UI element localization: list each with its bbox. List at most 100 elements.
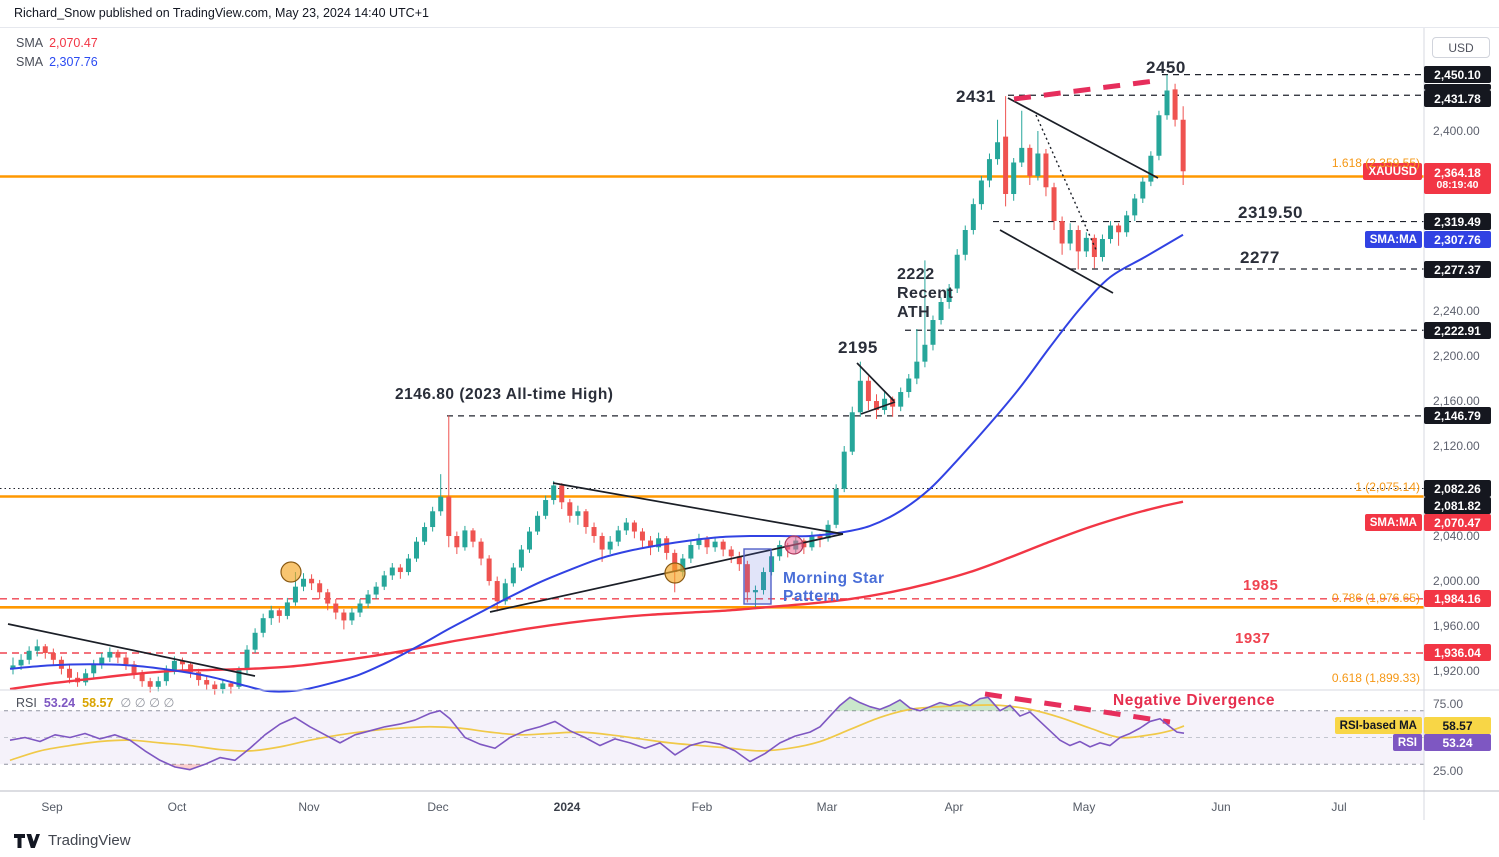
candle-up [575, 511, 581, 516]
divergence-dashed-line-price[interactable] [1013, 77, 1163, 102]
candle-up [1132, 198, 1138, 216]
candle-down [704, 538, 710, 548]
rsi-label: RSI [16, 696, 37, 710]
morning-star-highlight-box[interactable] [743, 548, 772, 605]
pink-circle-marker[interactable] [784, 535, 804, 555]
candle-up [535, 515, 541, 532]
orange-circle-marker[interactable] [664, 562, 686, 584]
candle-up [91, 664, 97, 674]
candle-down [664, 538, 670, 553]
tradingview-logo-icon[interactable] [14, 833, 40, 849]
candle-up [1019, 147, 1025, 163]
candle-up [510, 567, 516, 584]
time-axis-label-apr: Apr [944, 800, 964, 814]
candle-up [155, 681, 161, 687]
candle-up [34, 646, 40, 651]
text-annotation[interactable]: Morning Star Pattern [783, 570, 885, 606]
rsi-ma-value: 58.57 [82, 696, 114, 710]
sma-fast-value: 2,070.47 [49, 36, 98, 50]
candle-up [696, 538, 702, 546]
sma-fast-line[interactable] [9, 500, 1184, 691]
text-annotation[interactable]: Negative Divergence [1113, 692, 1275, 709]
candle-up [107, 651, 113, 658]
time-axis-label-oct: Oct [167, 800, 187, 814]
indicator-legend[interactable]: SMA 2,070.47 SMA 2,307.76 [16, 34, 104, 72]
candle-down [204, 680, 210, 685]
rsi-indicator-legend[interactable]: RSI 53.24 58.57 ∅ ∅ ∅ ∅ [16, 695, 181, 710]
text-annotation[interactable]: 1937 [1235, 630, 1271, 647]
price-chip: 2,319.49 [1424, 213, 1491, 230]
legend-sma-slow[interactable]: SMA 2,307.76 [16, 53, 104, 72]
candle-down [179, 660, 185, 665]
candle-up [292, 586, 298, 603]
candle-down [454, 536, 460, 548]
candle-up [849, 412, 855, 452]
axis-tick-label: 2,120.00 [1433, 439, 1480, 453]
candle-up [502, 583, 508, 602]
candle-series[interactable] [10, 74, 1186, 695]
candle-down [486, 558, 492, 582]
candle-up [841, 451, 847, 489]
candle-up [922, 344, 928, 362]
candle-up [301, 578, 307, 587]
text-annotation[interactable]: 2277 [1240, 248, 1280, 267]
candle-up [1148, 155, 1154, 182]
candle-up [405, 558, 411, 573]
series-tag-sma-ma: SMA:MA [1364, 514, 1422, 531]
trendline[interactable] [1007, 97, 1159, 179]
text-annotation[interactable]: 2195 [838, 338, 878, 357]
trendline[interactable] [999, 229, 1114, 294]
trendline[interactable] [7, 623, 256, 677]
text-annotation[interactable]: 2450 [1146, 58, 1186, 77]
candle-up [365, 594, 371, 604]
candle-up [978, 180, 984, 205]
candle-up [252, 632, 258, 650]
text-annotation[interactable]: 2319.50 [1238, 203, 1303, 222]
candle-up [712, 541, 718, 548]
price-chip-countdown: 08:19:40 [1436, 178, 1479, 191]
rsi-empty-params: ∅ ∅ ∅ ∅ [120, 696, 175, 710]
candle-up [357, 603, 363, 613]
price-chip: 2,222.91 [1424, 322, 1491, 339]
candle-down [801, 540, 807, 548]
tradingview-brand-text[interactable]: TradingView [48, 832, 131, 849]
candle-down [333, 603, 339, 613]
candle-down [736, 556, 742, 565]
candle-down [599, 536, 605, 550]
candle-up [268, 610, 274, 619]
rsi-line[interactable] [9, 696, 1185, 771]
divergence-dashed-line-rsi[interactable] [984, 691, 1171, 725]
price-chip: 53.24 [1424, 734, 1491, 751]
candle-up [906, 378, 912, 393]
trendline[interactable] [552, 482, 844, 535]
candle-down [648, 540, 654, 548]
trendline[interactable] [860, 401, 896, 415]
sma-slow-line[interactable] [9, 233, 1184, 693]
price-chip: 2,277.37 [1424, 261, 1491, 278]
candle-up [10, 665, 16, 669]
candle-down [1075, 230, 1081, 252]
candle-up [970, 204, 976, 231]
candle-up [995, 142, 1001, 160]
text-annotation[interactable]: 2222 Recent ATH [897, 266, 954, 321]
legend-sma-fast[interactable]: SMA 2,070.47 [16, 34, 104, 53]
candle-up [833, 488, 839, 525]
candle-up [954, 254, 960, 289]
orange-circle-marker[interactable] [280, 561, 302, 583]
candle-up [462, 530, 468, 548]
text-annotation[interactable]: 1985 [1243, 577, 1279, 594]
candle-down [470, 530, 476, 542]
currency-toggle-button[interactable]: USD [1432, 37, 1490, 58]
candle-up [260, 618, 266, 633]
fib-level-label: 0.786 (1,976.65) [1331, 591, 1420, 605]
text-annotation[interactable]: 2431 [956, 87, 996, 106]
time-axis-label-dec: Dec [427, 800, 449, 814]
candle-up [389, 567, 395, 576]
candle-up [349, 612, 355, 621]
candle-up [381, 575, 387, 587]
axis-tick-label: 2,240.00 [1433, 304, 1480, 318]
text-annotation[interactable]: 2146.80 (2023 All-time High) [395, 386, 614, 403]
trendline[interactable] [856, 362, 895, 402]
candle-up [882, 398, 888, 411]
